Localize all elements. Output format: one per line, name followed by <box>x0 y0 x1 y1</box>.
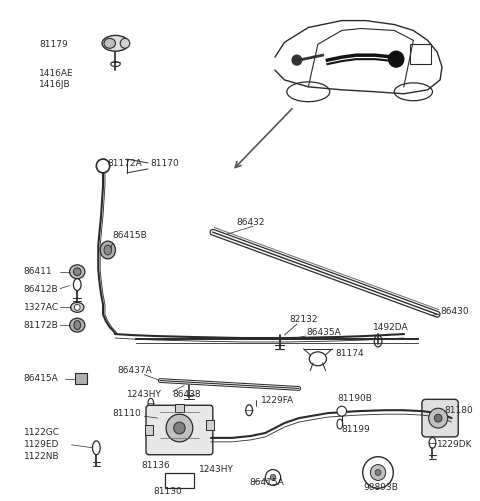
Text: 86412B: 86412B <box>24 285 59 294</box>
Ellipse shape <box>73 279 81 291</box>
Text: 86430: 86430 <box>440 307 468 316</box>
Text: 81110: 81110 <box>113 409 141 418</box>
Bar <box>206 420 214 430</box>
Text: 81172A: 81172A <box>108 159 143 168</box>
Ellipse shape <box>111 62 120 67</box>
Text: 98893B: 98893B <box>364 483 398 492</box>
Ellipse shape <box>100 241 116 259</box>
Bar <box>165 472 194 488</box>
Text: 1122NB: 1122NB <box>24 452 60 461</box>
Circle shape <box>174 422 185 434</box>
Text: 81180: 81180 <box>444 406 473 415</box>
Text: 1416JB: 1416JB <box>39 80 71 89</box>
Circle shape <box>166 414 193 442</box>
Text: 1416AE: 1416AE <box>39 70 74 79</box>
Ellipse shape <box>429 437 436 448</box>
Circle shape <box>337 406 347 416</box>
Text: 86438: 86438 <box>173 390 202 399</box>
Circle shape <box>120 39 130 48</box>
Circle shape <box>375 469 381 475</box>
Ellipse shape <box>70 318 85 332</box>
Circle shape <box>363 457 393 488</box>
Ellipse shape <box>74 305 80 310</box>
Ellipse shape <box>93 441 100 455</box>
Text: 86415B: 86415B <box>113 230 147 239</box>
Ellipse shape <box>73 268 81 276</box>
Text: 81136: 81136 <box>141 461 170 470</box>
FancyBboxPatch shape <box>422 399 458 437</box>
Ellipse shape <box>148 398 154 408</box>
Text: 81130: 81130 <box>154 487 182 496</box>
Text: 1122GC: 1122GC <box>24 428 60 437</box>
Text: 81199: 81199 <box>342 425 371 434</box>
Circle shape <box>434 414 442 422</box>
Text: 1243HY: 1243HY <box>127 390 162 399</box>
Text: 81170: 81170 <box>151 159 180 168</box>
Circle shape <box>265 469 281 485</box>
Ellipse shape <box>246 405 252 416</box>
Ellipse shape <box>287 82 330 102</box>
Ellipse shape <box>74 321 81 330</box>
Text: 1129ED: 1129ED <box>24 440 59 449</box>
Ellipse shape <box>337 419 343 429</box>
Text: 86435A: 86435A <box>306 328 341 337</box>
Text: 81190B: 81190B <box>337 394 372 403</box>
Ellipse shape <box>309 352 326 366</box>
Ellipse shape <box>394 83 432 101</box>
Circle shape <box>96 159 110 173</box>
Circle shape <box>292 55 301 65</box>
Ellipse shape <box>104 39 116 48</box>
Bar <box>410 44 432 64</box>
Text: 86432: 86432 <box>237 218 265 227</box>
Circle shape <box>429 408 448 428</box>
Text: 86415A: 86415A <box>24 374 59 383</box>
Bar <box>145 425 153 435</box>
Text: 1327AC: 1327AC <box>24 303 59 312</box>
Bar <box>175 404 184 412</box>
Text: 81172B: 81172B <box>24 321 59 330</box>
Ellipse shape <box>374 335 382 347</box>
Circle shape <box>371 464 385 480</box>
Text: 1229FA: 1229FA <box>261 396 294 405</box>
Text: 1243HY: 1243HY <box>199 465 233 474</box>
Text: 86437A: 86437A <box>117 366 152 375</box>
Text: 82132: 82132 <box>289 315 318 324</box>
Bar <box>75 373 87 384</box>
Text: 81174: 81174 <box>335 349 364 358</box>
Circle shape <box>270 474 276 480</box>
Text: 1492DA: 1492DA <box>373 323 409 332</box>
Text: 1229DK: 1229DK <box>437 440 473 449</box>
Ellipse shape <box>70 265 85 279</box>
Text: 86411: 86411 <box>24 267 52 276</box>
FancyBboxPatch shape <box>146 405 213 455</box>
Text: 81179: 81179 <box>39 40 68 49</box>
Circle shape <box>388 51 404 67</box>
Ellipse shape <box>102 36 129 51</box>
Text: 86415A: 86415A <box>249 478 284 487</box>
Ellipse shape <box>71 303 84 312</box>
Ellipse shape <box>104 245 112 255</box>
